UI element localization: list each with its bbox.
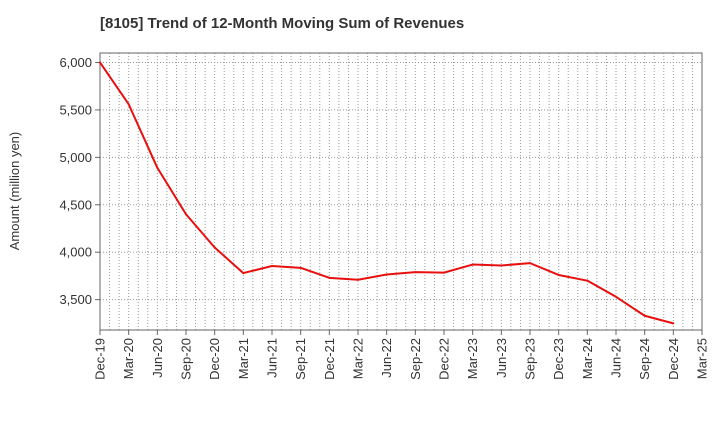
x-axis: Dec-19 Mar-20 Jun-20 Sep-20 Dec-20 Mar-21 Jun-… — [93, 330, 710, 380]
x-tick-label: Jun-22 — [379, 338, 394, 378]
data-point — [299, 266, 302, 269]
data-point — [242, 272, 245, 275]
x-tick-label: Dec-23 — [551, 338, 566, 380]
data-point — [615, 295, 617, 298]
data-point — [672, 322, 675, 325]
x-tick-label: Dec-21 — [322, 338, 337, 380]
data-point — [185, 213, 187, 216]
x-tick-label: Dec-24 — [666, 338, 681, 380]
x-tick-label: Sep-21 — [293, 338, 308, 380]
x-tick-label: Dec-19 — [93, 338, 108, 380]
data-point — [443, 271, 445, 274]
grid-lines — [100, 53, 702, 330]
x-tick-label: Mar-21 — [236, 338, 251, 379]
x-tick-label: Sep-24 — [637, 338, 652, 380]
x-tick-label: Sep-20 — [179, 338, 194, 380]
x-tick-label: Jun-21 — [265, 338, 280, 378]
x-tick-label: Mar-23 — [465, 338, 480, 379]
x-tick-label: Mar-22 — [351, 338, 366, 379]
data-point — [471, 263, 474, 266]
x-tick-label: Dec-22 — [437, 338, 452, 380]
y-tick-label: 4,500 — [59, 197, 92, 212]
data-point — [156, 166, 159, 169]
y-axis-label: Amount (million yen) — [7, 132, 22, 251]
x-tick-label: Sep-23 — [523, 338, 538, 380]
data-point — [414, 271, 417, 274]
x-tick-label: Mar-25 — [695, 338, 710, 379]
data-point — [557, 273, 560, 276]
y-tick-label: 6,000 — [59, 55, 92, 70]
data-point — [586, 279, 589, 282]
y-tick-label: 3,500 — [59, 292, 92, 307]
data-point — [500, 264, 503, 267]
x-tick-label: Jun-20 — [150, 338, 165, 378]
x-tick-label: Jun-24 — [609, 338, 624, 378]
x-tick-label: Mar-20 — [121, 338, 136, 379]
x-tick-label: Mar-24 — [580, 338, 595, 379]
x-tick-label: Sep-22 — [408, 338, 423, 380]
plot-area-border — [99, 52, 703, 331]
data-point — [99, 61, 101, 64]
data-point — [643, 314, 646, 317]
y-tick-label: 5,000 — [59, 150, 92, 165]
x-tick-label: Dec-20 — [207, 338, 222, 380]
data-point — [385, 273, 388, 276]
data-point — [213, 246, 216, 249]
data-point — [328, 276, 331, 279]
y-tick-label: 4,000 — [59, 245, 92, 260]
data-point — [357, 278, 359, 281]
data-point — [529, 262, 531, 265]
data-point — [271, 264, 273, 267]
y-tick-label: 5,500 — [59, 102, 92, 117]
x-tick-label: Jun-23 — [494, 338, 509, 378]
y-axis: 3,500 4,000 4,500 5,000 5,500 6,000 — [59, 55, 100, 307]
series-group — [99, 61, 675, 325]
chart-title: [8105] Trend of 12-Month Moving Sum of R… — [100, 15, 465, 32]
data-point — [127, 103, 130, 106]
